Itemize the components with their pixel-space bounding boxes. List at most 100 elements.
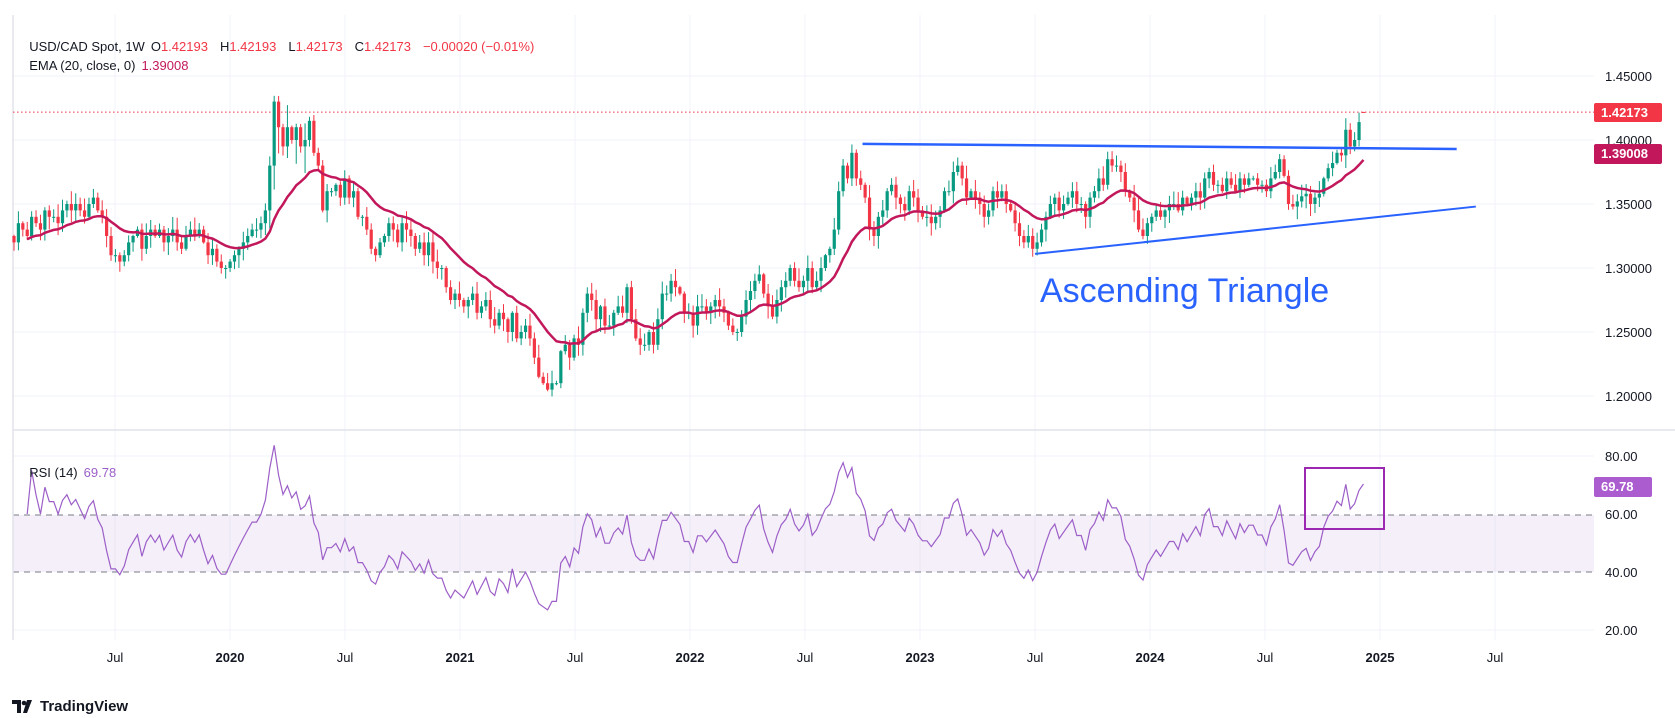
candle-body: [1106, 159, 1110, 185]
candle-body: [837, 191, 841, 230]
candle: [660, 281, 664, 330]
candle: [1057, 191, 1061, 218]
time-tick-label: 2022: [676, 650, 705, 665]
candle-body: [1013, 210, 1017, 224]
candle: [704, 299, 708, 320]
candle: [1220, 177, 1224, 193]
annotation-text[interactable]: Ascending Triangle: [1040, 272, 1329, 310]
candle: [25, 221, 29, 240]
candle-body: [351, 191, 356, 198]
candle-body: [479, 306, 484, 313]
candle-body: [740, 316, 744, 332]
candle: [281, 123, 285, 156]
candle: [841, 159, 845, 197]
candle: [541, 372, 545, 385]
candle-body: [228, 261, 232, 268]
candle: [788, 264, 792, 287]
rsi-legend[interactable]: RSI (14) 69.78: [22, 450, 122, 480]
resistance-trendline[interactable]: [862, 142, 1457, 151]
candle: [52, 209, 56, 223]
candle: [1039, 223, 1044, 247]
candle-body: [585, 293, 589, 313]
candle-body: [299, 127, 303, 147]
candle: [30, 211, 34, 241]
candle: [678, 285, 682, 296]
candle-body: [263, 210, 267, 224]
candle-body: [30, 216, 34, 236]
candle: [109, 227, 113, 261]
candle: [475, 282, 479, 320]
candle-body: [250, 229, 254, 236]
price-axis[interactable]: 1.450001.400001.350001.300001.250001.200…: [1605, 69, 1652, 404]
candle-body: [916, 197, 920, 211]
candle-body: [559, 351, 563, 384]
candle: [272, 95, 276, 190]
candle: [916, 188, 920, 223]
candle-body: [1295, 201, 1299, 207]
candle-body: [929, 216, 933, 224]
time-tick-label: 2023: [906, 650, 935, 665]
candle: [285, 105, 290, 159]
candle: [431, 232, 435, 274]
candle-body: [387, 223, 391, 236]
symbol-legend[interactable]: USD/CAD Spot, 1W O1.42193 H1.42193 L1.42173…: [22, 24, 540, 54]
candle: [444, 266, 448, 293]
candle-body: [942, 191, 947, 211]
rsi-axis[interactable]: 80.00 60.00 40.00 20.00: [1605, 449, 1638, 638]
candle: [784, 272, 788, 298]
time-axis[interactable]: Jul 2020 Jul 2021 Jul 2022 Jul 2023 Jul 2024 Jul 20…: [107, 650, 1504, 665]
candle-body: [748, 291, 753, 300]
candle: [625, 283, 629, 324]
candle: [1132, 184, 1136, 223]
candle: [753, 273, 757, 300]
tradingview-logo[interactable]: TradingView: [12, 698, 128, 715]
candle: [700, 294, 704, 314]
candle-body: [338, 184, 342, 198]
candle: [656, 308, 660, 350]
rsi-tick-label: 80.00: [1605, 449, 1638, 464]
rsi-highlight-box[interactable]: [1304, 467, 1385, 530]
candle-body: [144, 236, 148, 249]
price-badge: 1.42173: [1594, 103, 1662, 122]
candle-body: [797, 280, 801, 288]
candle-body: [96, 197, 100, 211]
candle-body: [889, 184, 894, 192]
candle-body: [616, 306, 620, 313]
candle: [1251, 175, 1255, 181]
candle-body: [1031, 236, 1035, 249]
candle-body: [898, 197, 903, 204]
candle-body: [819, 268, 823, 281]
candle: [1229, 171, 1233, 189]
candle-body: [532, 338, 536, 358]
candle: [713, 294, 717, 319]
candle-body: [647, 332, 651, 345]
candle: [832, 217, 836, 255]
candle-body: [1185, 197, 1189, 204]
open-label: O: [150, 39, 161, 54]
support-trendline[interactable]: [1034, 205, 1476, 255]
candle: [426, 232, 431, 267]
candle-body: [162, 229, 166, 243]
candle: [1092, 185, 1097, 203]
candle: [228, 259, 232, 273]
candle: [1295, 194, 1299, 220]
candle: [523, 318, 528, 339]
candle-body: [1291, 204, 1295, 207]
candle-body: [400, 223, 404, 243]
candle: [1106, 151, 1110, 190]
ema-legend[interactable]: EMA (20, close, 0) 1.39008: [22, 43, 194, 73]
candle-body: [713, 300, 717, 307]
candle-body: [1300, 196, 1304, 202]
candle-body: [82, 210, 87, 217]
candle: [797, 268, 801, 292]
price-tick-label: 1.20000: [1605, 389, 1652, 404]
candle: [232, 250, 237, 270]
candle: [87, 197, 91, 220]
candle: [254, 218, 259, 238]
candle-body: [541, 376, 545, 384]
candle-body: [78, 204, 82, 211]
candle-body: [828, 248, 832, 256]
candle-body: [854, 152, 858, 179]
candle: [515, 305, 519, 343]
